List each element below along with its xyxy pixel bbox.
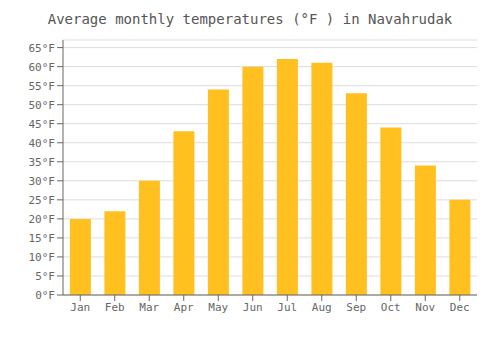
svg-text:0°F: 0°F xyxy=(35,289,55,302)
svg-text:5°F: 5°F xyxy=(35,270,55,283)
svg-text:20°F: 20°F xyxy=(29,213,56,226)
svg-text:May: May xyxy=(208,301,228,314)
svg-text:55°F: 55°F xyxy=(29,80,56,93)
svg-text:30°F: 30°F xyxy=(29,175,56,188)
svg-text:Aug: Aug xyxy=(312,301,332,314)
svg-text:10°F: 10°F xyxy=(29,251,56,264)
svg-text:45°F: 45°F xyxy=(29,118,56,131)
svg-text:35°F: 35°F xyxy=(29,156,56,169)
svg-text:50°F: 50°F xyxy=(29,99,56,112)
svg-text:40°F: 40°F xyxy=(29,137,56,150)
html-text:Average monthly temperatures (: Average monthly temperatures (°F ) in Na… xyxy=(47,11,453,27)
svg-text:Jul: Jul xyxy=(277,301,297,314)
svg-text:25°F: 25°F xyxy=(29,194,56,207)
svg-text:Jun: Jun xyxy=(243,301,263,314)
svg-text:65°F: 65°F xyxy=(29,42,56,55)
svg-text:Dec: Dec xyxy=(450,301,470,314)
svg-text:Apr: Apr xyxy=(174,301,194,314)
svg-text:60°F: 60°F xyxy=(29,61,56,74)
svg-text:Oct: Oct xyxy=(381,301,401,314)
svg-text:Jan: Jan xyxy=(70,301,90,314)
svg-text:Sep: Sep xyxy=(346,301,366,314)
svg-text:Nov: Nov xyxy=(415,301,435,314)
svg-text:Mar: Mar xyxy=(139,301,159,314)
svg-text:15°F: 15°F xyxy=(29,232,56,245)
svg-text:Feb: Feb xyxy=(105,301,125,314)
